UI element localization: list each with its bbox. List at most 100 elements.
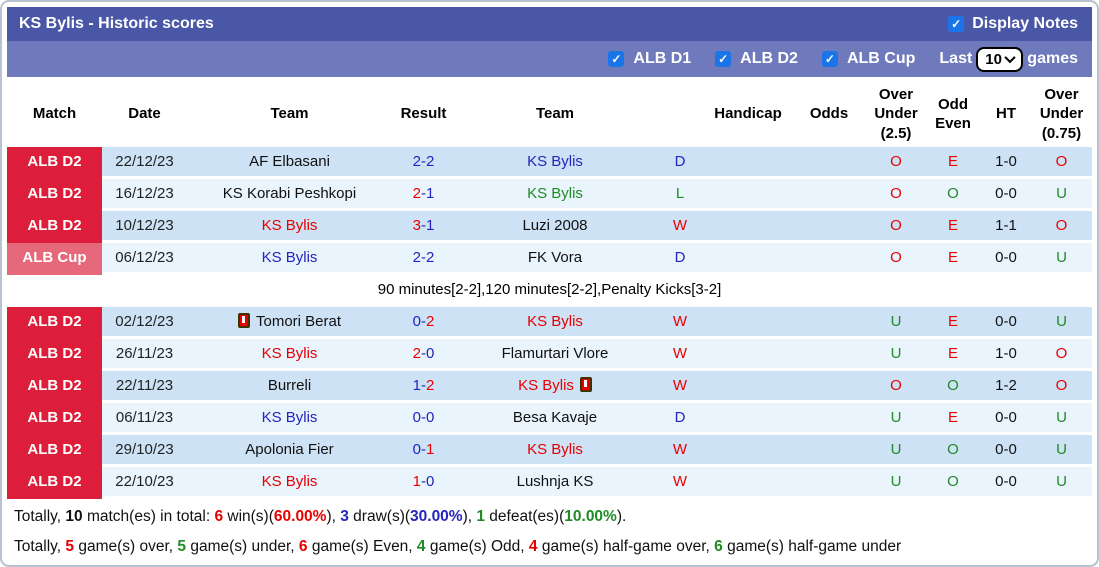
table-row: ALB D2 10/12/23 KS Bylis 3-1 Luzi 2008 W O E 1-1… xyxy=(7,211,1092,243)
odd-even-cell: O xyxy=(925,179,981,211)
away-team-cell: KS Bylis xyxy=(455,371,655,403)
score-part: 0 xyxy=(412,409,421,426)
column-header-4: Team xyxy=(455,77,655,147)
handicap-cell xyxy=(705,243,791,275)
games-label: games xyxy=(1027,50,1078,67)
over-under-25-cell: O xyxy=(867,179,925,211)
column-header-11: Over Under (0.75) xyxy=(1031,77,1092,147)
home-team-cell: Apolonia Fier xyxy=(187,435,392,467)
over-under-25-cell: U xyxy=(867,403,925,435)
team-name: Besa Kavaje xyxy=(512,409,598,426)
handicap-cell xyxy=(705,211,791,243)
column-header-3: Result xyxy=(392,77,455,147)
score-part: - xyxy=(421,249,426,266)
score-part: 0 xyxy=(426,345,435,362)
date-cell: 16/12/23 xyxy=(102,179,187,211)
team-name: Flamurtari Vlore xyxy=(501,345,609,362)
away-team-cell: Flamurtari Vlore xyxy=(455,339,655,371)
alb-cup-label: ALB Cup xyxy=(846,50,916,67)
over-under-075-cell: U xyxy=(1031,243,1092,275)
odds-cell xyxy=(791,243,867,275)
red-card-icon xyxy=(237,313,250,328)
summary-line-2: Totally, 5 game(s) over, 5 game(s) under… xyxy=(14,532,1092,562)
score-part: - xyxy=(421,441,426,458)
alb-d1-label: ALB D1 xyxy=(633,50,692,67)
column-header-9: Odd Even xyxy=(925,77,981,147)
over-under-25-cell: O xyxy=(867,371,925,403)
summary-segment: 4 xyxy=(528,538,538,555)
match-league-cell: ALB D2 xyxy=(7,211,102,243)
team-name: KS Bylis xyxy=(261,409,318,426)
last-games-select[interactable]: 10 xyxy=(985,50,1003,68)
score-part: - xyxy=(421,345,426,362)
score-part: 1 xyxy=(412,473,421,490)
handicap-cell xyxy=(705,179,791,211)
home-team-cell: KS Bylis xyxy=(187,403,392,435)
result-score-cell: 0-1 xyxy=(392,435,455,467)
ht-cell: 0-0 xyxy=(981,243,1031,275)
odds-cell xyxy=(791,147,867,179)
handicap-cell xyxy=(705,307,791,339)
column-header-1: Date xyxy=(102,77,187,147)
result-letter-cell: W xyxy=(655,307,705,339)
team-name: KS Bylis xyxy=(261,473,318,490)
ht-cell: 1-0 xyxy=(981,339,1031,371)
team-name: Lushnja KS xyxy=(516,473,594,490)
summary-segment: ), xyxy=(462,508,477,525)
match-league-cell: ALB D2 xyxy=(7,147,102,179)
result-score-cell: 2-1 xyxy=(392,179,455,211)
summary-segment: defeat(es)( xyxy=(485,508,565,525)
score-part: 2 xyxy=(412,185,421,202)
odd-even-cell: E xyxy=(925,403,981,435)
odd-even-cell: O xyxy=(925,371,981,403)
score-part: - xyxy=(421,217,426,234)
table-row: ALB D2 22/12/23 AF Elbasani 2-2 KS Bylis D O E 1… xyxy=(7,147,1092,179)
score-part: 2 xyxy=(412,345,421,362)
alb-d1-checkbox[interactable]: ✓ xyxy=(608,51,625,67)
over-under-25-cell: U xyxy=(867,435,925,467)
league-filter-alb-d2: ✓ ALB D2 xyxy=(715,50,798,68)
alb-cup-checkbox[interactable]: ✓ xyxy=(821,51,838,67)
match-league-cell: ALB D2 xyxy=(7,371,102,403)
team-name: Luzi 2008 xyxy=(522,217,588,234)
summary-segment: game(s) Odd, xyxy=(425,538,529,555)
result-score-cell: 1-0 xyxy=(392,467,455,499)
column-header-8: Over Under (2.5) xyxy=(867,77,925,147)
team-name: KS Bylis xyxy=(261,249,318,266)
table-row: ALB D2 06/11/23 KS Bylis 0-0 Besa Kavaje D U E 0… xyxy=(7,403,1092,435)
match-league-cell: ALB D2 xyxy=(7,403,102,435)
table-row: ALB D2 29/10/23 Apolonia Fier 0-1 KS Bylis W U… xyxy=(7,435,1092,467)
handicap-cell xyxy=(705,403,791,435)
team-name: AF Elbasani xyxy=(249,153,330,170)
match-league-cell: ALB D2 xyxy=(7,339,102,371)
summary-segment: game(s) half-game over, xyxy=(537,538,715,555)
score-part: - xyxy=(421,313,426,330)
score-part: 1 xyxy=(426,217,435,234)
match-league-cell: ALB Cup xyxy=(7,243,102,275)
summary-segment: 6 xyxy=(714,538,723,555)
team-name: FK Vora xyxy=(527,249,583,266)
display-notes-group: ✓ Display Notes xyxy=(948,15,1078,33)
home-team-cell: Burreli xyxy=(187,371,392,403)
away-team-cell: Luzi 2008 xyxy=(455,211,655,243)
summary-segment: 30.00% xyxy=(410,508,463,525)
home-team-cell: KS Bylis xyxy=(187,339,392,371)
over-under-075-cell: U xyxy=(1031,403,1092,435)
alb-d2-checkbox[interactable]: ✓ xyxy=(715,51,732,67)
handicap-cell xyxy=(705,467,791,499)
summary-segment: game(s) Even, xyxy=(307,538,417,555)
result-score-cell: 3-1 xyxy=(392,211,455,243)
team-name: KS Korabi Peshkopi xyxy=(222,185,357,202)
summary-segment: 1 xyxy=(476,508,485,525)
red-card-icon xyxy=(579,377,592,392)
display-notes-checkbox[interactable]: ✓ xyxy=(948,16,965,32)
score-part: 1 xyxy=(412,377,421,394)
team-name: Burreli xyxy=(267,377,312,394)
home-team-cell: AF Elbasani xyxy=(187,147,392,179)
score-part: 2 xyxy=(426,313,435,330)
table-row: ALB D2 16/12/23 KS Korabi Peshkopi 2-1 KS By… xyxy=(7,179,1092,211)
date-cell: 02/12/23 xyxy=(102,307,187,339)
home-team-cell: KS Bylis xyxy=(187,211,392,243)
summary-segment: 4 xyxy=(416,538,426,555)
